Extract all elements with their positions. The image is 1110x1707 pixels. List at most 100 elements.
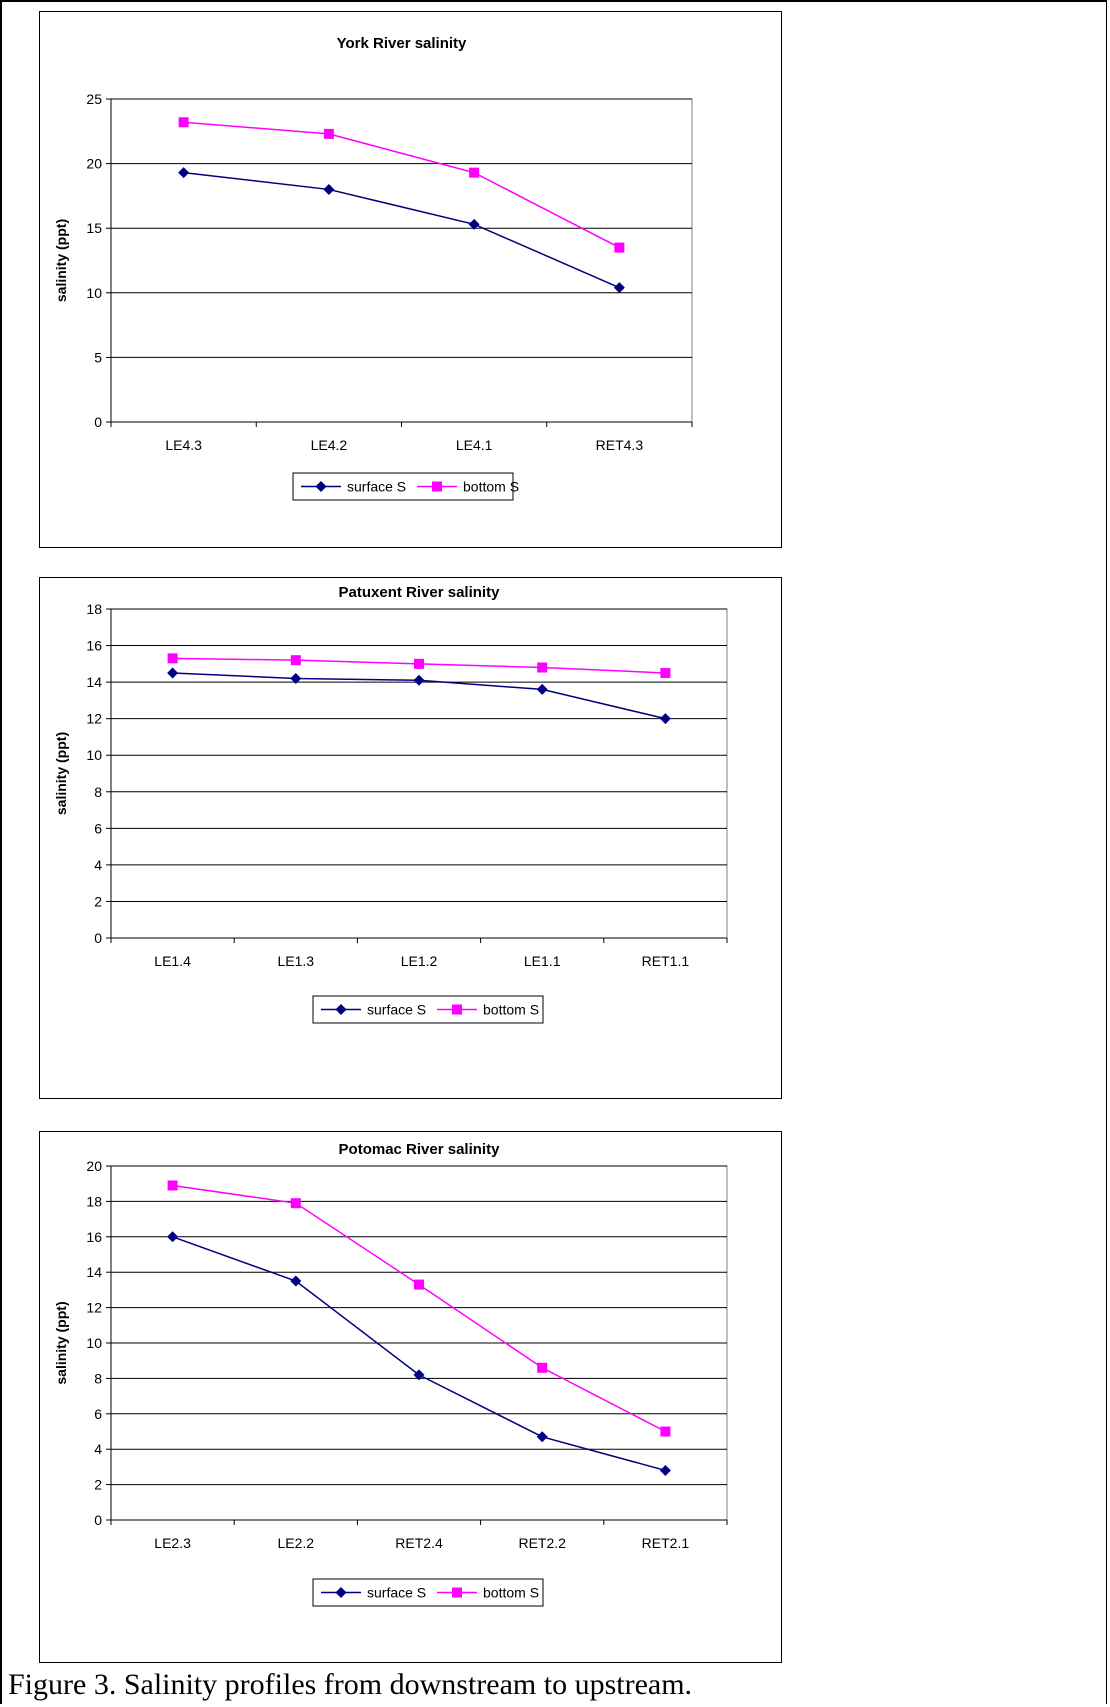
bottom-point xyxy=(167,653,178,664)
x-tick-label: LE1.4 xyxy=(154,953,191,969)
y-tick-label: 15 xyxy=(86,220,102,236)
figure-caption: Figure 3. Salinity profiles from downstr… xyxy=(8,1668,693,1701)
legend-diamond-marker xyxy=(335,1587,347,1598)
y-tick-label: 14 xyxy=(86,674,102,690)
y-tick-label: 20 xyxy=(86,1158,102,1174)
x-tick-label: RET2.2 xyxy=(518,1535,566,1551)
surface-point xyxy=(536,1431,548,1443)
y-tick-label: 8 xyxy=(94,784,102,800)
y-tick-label: 12 xyxy=(86,1300,102,1316)
y-axis-label: salinity (ppt) xyxy=(53,1301,69,1384)
legend-label: bottom S xyxy=(483,1585,539,1601)
y-tick-label: 6 xyxy=(94,820,102,836)
patuxent-river-chart: Patuxent River salinity 0 2 4 6 8 10 12 14 16 18 LE… xyxy=(39,577,782,1099)
y-tick-label: 18 xyxy=(86,601,102,617)
x-tick-label: RET2.4 xyxy=(395,1535,443,1551)
chart-title: Patuxent River salinity xyxy=(339,584,501,601)
x-tick-label: RET4.3 xyxy=(596,437,644,453)
x-tick-label: LE1.3 xyxy=(278,953,315,969)
legend: surface S bottom S xyxy=(292,472,519,501)
y-tick-label: 5 xyxy=(94,349,102,365)
y-tick-label: 12 xyxy=(86,711,102,727)
legend-label: bottom S xyxy=(463,479,519,495)
bottom-point xyxy=(537,662,548,673)
surface-point xyxy=(468,218,480,230)
x-tick-label: LE1.2 xyxy=(401,953,438,969)
y-tick-label: 10 xyxy=(86,1335,102,1351)
y-tick-label: 4 xyxy=(94,857,102,873)
surface-point xyxy=(323,183,335,195)
y-tick-label: 2 xyxy=(94,893,102,909)
bottom-point xyxy=(290,1198,301,1209)
surface-line xyxy=(183,171,620,289)
surface-point xyxy=(167,667,179,679)
surface-point xyxy=(413,1369,425,1381)
x-tick-label: LE2.2 xyxy=(278,1535,315,1551)
surface-point xyxy=(290,672,302,684)
y-tick-label: 0 xyxy=(94,414,102,430)
y-tick-label: 25 xyxy=(86,91,102,107)
y-tick-label: 18 xyxy=(86,1193,102,1209)
x-tick-label: LE1.1 xyxy=(524,953,561,969)
y-tick-label: 16 xyxy=(86,1229,102,1245)
y-tick-label: 4 xyxy=(94,1441,102,1457)
bottom-line xyxy=(172,1184,666,1433)
bottom-point xyxy=(660,1426,671,1437)
legend-label: bottom S xyxy=(483,1002,539,1018)
legend-square-marker xyxy=(452,1004,462,1015)
surface-series xyxy=(178,167,625,294)
bottom-series xyxy=(167,1180,671,1437)
bottom-series xyxy=(167,653,671,678)
patuxent-chart-svg: Patuxent River salinity 0 2 4 6 8 10 12 14 16 18 LE… xyxy=(53,584,728,1024)
bottom-point xyxy=(537,1362,548,1373)
surface-point xyxy=(613,282,625,294)
x-tick-label: LE2.3 xyxy=(154,1535,191,1551)
y-tick-label: 10 xyxy=(86,747,102,763)
x-tick-label: LE4.3 xyxy=(165,437,202,453)
surface-series xyxy=(167,1231,671,1476)
chart-title: York River salinity xyxy=(337,35,467,52)
bottom-point xyxy=(414,658,424,669)
x-tick-label: LE4.2 xyxy=(311,437,348,453)
legend-square-marker xyxy=(452,1587,462,1598)
y-tick-label: 0 xyxy=(94,930,102,946)
legend: surface S bottom S xyxy=(312,1578,544,1607)
y-tick-label: 8 xyxy=(94,1370,102,1386)
y-axis-label: salinity (ppt) xyxy=(53,219,69,302)
bottom-line xyxy=(183,121,620,249)
york-river-chart: York River salinity 0 5 10 15 20 25 LE4.3 LE4.2 L… xyxy=(39,11,782,548)
bottom-point xyxy=(178,117,189,128)
legend: surface S bottom S xyxy=(312,995,544,1024)
y-tick-label: 0 xyxy=(94,1512,102,1528)
bottom-point xyxy=(614,242,625,253)
legend-label: surface S xyxy=(367,1002,426,1018)
bottom-point xyxy=(469,167,480,178)
surface-series xyxy=(167,667,671,725)
legend-diamond-marker xyxy=(315,481,327,492)
surface-point xyxy=(659,713,671,725)
x-tick-label: LE4.1 xyxy=(456,437,493,453)
bottom-point xyxy=(414,1279,424,1290)
surface-point xyxy=(167,1231,179,1243)
y-tick-label: 2 xyxy=(94,1477,102,1493)
surface-point xyxy=(536,683,548,695)
y-tick-label: 10 xyxy=(86,285,102,301)
legend-diamond-marker xyxy=(335,1004,347,1015)
chart-title: Potomac River salinity xyxy=(339,1141,501,1158)
bottom-point xyxy=(290,655,301,666)
legend-square-marker xyxy=(432,481,442,492)
y-tick-label: 16 xyxy=(86,638,102,654)
york-chart-svg: York River salinity 0 5 10 15 20 25 LE4.3 LE4.2 L… xyxy=(53,35,693,501)
potomac-river-chart: Potomac River salinity 0 2 4 6 8 10 12 14 16 18 20 L… xyxy=(39,1131,782,1663)
x-tick-label: RET2.1 xyxy=(642,1535,690,1551)
potomac-chart-svg: Potomac River salinity 0 2 4 6 8 10 12 14 16 18 20 L… xyxy=(53,1141,728,1607)
x-tick-label: RET1.1 xyxy=(642,953,690,969)
bottom-point xyxy=(167,1180,178,1191)
plot-area xyxy=(110,98,693,423)
y-tick-label: 14 xyxy=(86,1264,102,1280)
bottom-point xyxy=(323,128,334,139)
legend-label: surface S xyxy=(367,1585,426,1601)
bottom-series xyxy=(178,117,625,253)
surface-point xyxy=(413,674,425,686)
